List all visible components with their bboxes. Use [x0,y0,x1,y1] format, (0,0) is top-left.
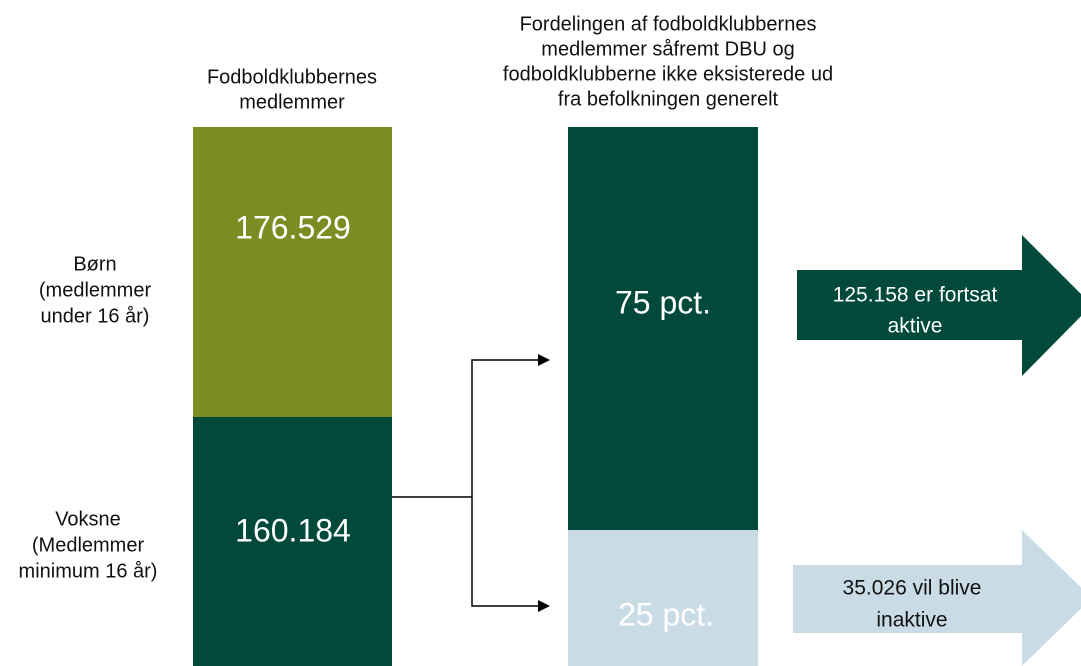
inactive-block [568,530,758,666]
column-header: fra befolkningen generelt [558,88,779,110]
row-label: (Medlemmer [32,534,145,556]
row-label: (medlemmer [39,279,152,301]
value: 75 pct. [615,284,711,320]
value: 176.529 [235,209,351,245]
outcome-text: aktive [888,315,943,338]
column-header: medlemmer [239,91,345,113]
active-arrow [797,235,1081,376]
adults-block [193,417,392,666]
outcome-text: inaktive [876,609,947,632]
children-block [193,127,392,417]
column-header: fodboldklubberne ikke eksisterede ud [503,63,833,85]
row-label: under 16 år) [41,305,150,327]
outcome-text: 35.026 vil blive [843,577,982,600]
arrowhead [538,354,550,366]
connector [392,359,540,607]
row-label: Børn [73,253,116,275]
column-header: medlemmer såfremt DBU og [541,38,794,60]
outcome-text: 125.158 er fortsat [833,284,998,307]
inactive-arrow [793,530,1081,666]
row-label: Voksne [55,508,121,530]
column-header: Fodboldklubbernes [207,66,377,88]
value: 160.184 [235,512,351,548]
value: 25 pct. [618,596,714,632]
column-header: Fordelingen af fodboldklubbernes [520,13,817,35]
arrowhead [538,600,550,612]
active-block [568,127,758,530]
row-label: minimum 16 år) [19,560,158,582]
